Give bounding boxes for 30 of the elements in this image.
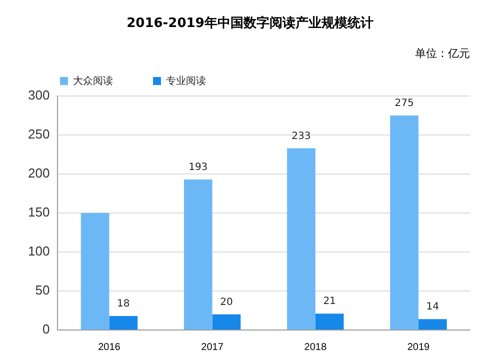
bar [109, 316, 138, 330]
legend-label: 大众阅读 [73, 74, 113, 87]
x-tick-label: 2017 [201, 342, 224, 353]
data-label: 18 [117, 298, 130, 310]
y-tick-label: 250 [28, 126, 50, 142]
y-tick-label: 300 [28, 88, 50, 103]
data-label: 233 [292, 130, 311, 142]
legend-label: 专业阅读 [166, 74, 206, 87]
bar [287, 148, 316, 330]
chart-title: 2016-2019年中国数字阅读产业规模统计 [126, 14, 374, 32]
data-label: 21 [323, 296, 336, 308]
y-tick-label: 0 [42, 322, 50, 337]
bar [418, 319, 447, 330]
y-tick-label: 100 [28, 244, 50, 259]
text: 单位：亿元 [415, 46, 470, 61]
y-tick-label: 200 [28, 166, 50, 181]
data-label: 275 [394, 98, 414, 110]
y-tick-label: 50 [35, 282, 50, 298]
data-label: 14 [426, 302, 439, 313]
data-label: 20 [220, 296, 233, 308]
y-tick-label: 150 [28, 204, 50, 220]
x-tick-label: 2019 [407, 342, 430, 353]
x-tick-label: 2018 [304, 342, 327, 353]
bar [80, 213, 110, 330]
bar [184, 179, 212, 330]
data-label: 193 [188, 162, 208, 174]
bar [390, 116, 418, 330]
bar [212, 314, 241, 330]
bar [315, 314, 344, 330]
x-tick-label: 2016 [98, 342, 121, 353]
